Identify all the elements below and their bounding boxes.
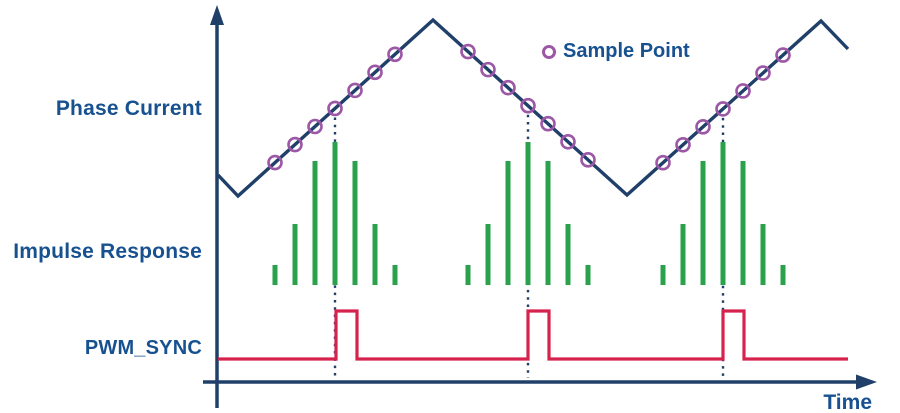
sample-point-marker xyxy=(715,101,731,117)
sample-point-marker xyxy=(675,136,691,153)
sample-point-marker xyxy=(560,133,576,150)
sample-point-marker xyxy=(695,119,711,135)
impulse-response-bar xyxy=(312,161,318,285)
phase-current-label: Phase Current xyxy=(55,97,202,120)
sample-point-marker xyxy=(655,154,671,171)
impulse-response-bar xyxy=(740,161,746,285)
sample-point-legend-label: Sample Point xyxy=(563,40,690,62)
sample-point-marker xyxy=(500,79,516,96)
impulse-response-bar xyxy=(352,161,358,285)
sample-point-marker xyxy=(580,152,596,168)
time-axis-label: Time xyxy=(823,391,872,413)
pwm-sync-label: PWM_SYNC xyxy=(84,337,202,359)
impulse-response-bar xyxy=(525,142,531,285)
sample-point-marker xyxy=(347,82,363,99)
impulse-response-bar xyxy=(272,265,278,285)
sample-point-marker xyxy=(775,47,791,63)
sample-point-marker xyxy=(520,97,536,114)
impulse-response-bar xyxy=(760,224,766,285)
impulse-response-bar xyxy=(700,161,706,285)
sample-point-marker xyxy=(480,61,496,78)
sample-point-marker xyxy=(267,154,283,171)
phase-current-waveform xyxy=(216,17,850,199)
sample-point-legend: Sample Point xyxy=(542,40,690,63)
sample-point-marker xyxy=(287,136,303,153)
impulse-response-bar xyxy=(680,224,686,285)
sample-point-marker xyxy=(327,100,343,117)
sample-point-marker xyxy=(540,115,556,132)
impulse-response-bar xyxy=(465,265,471,285)
impulse-response-label: Impulse Response xyxy=(13,240,202,263)
impulse-response-bar xyxy=(505,161,511,285)
impulse-response-bar xyxy=(780,265,786,285)
x-axis-arrowhead xyxy=(856,374,877,390)
impulse-response-bar xyxy=(660,265,666,285)
sample-point-marker xyxy=(755,65,771,81)
impulse-response-bar xyxy=(292,224,298,285)
sample-point-marker xyxy=(367,64,383,81)
pwm-sync-signal xyxy=(218,309,848,361)
sample-point-icon xyxy=(542,44,556,59)
impulse-response-bar xyxy=(545,161,551,285)
sample-point-marker xyxy=(735,83,751,99)
impulse-response-bar xyxy=(565,224,571,285)
sample-point-marker xyxy=(307,118,323,135)
y-axis-arrowhead xyxy=(210,5,224,25)
impulse-response-bar xyxy=(485,224,491,285)
sample-point-marker xyxy=(387,46,403,63)
impulse-response-bar xyxy=(720,142,726,285)
impulse-response-bar xyxy=(372,224,378,285)
impulse-response-bar xyxy=(332,142,338,285)
impulse-response-bar xyxy=(585,265,591,285)
impulse-response-bar xyxy=(392,265,398,285)
sample-point-marker xyxy=(460,43,476,60)
